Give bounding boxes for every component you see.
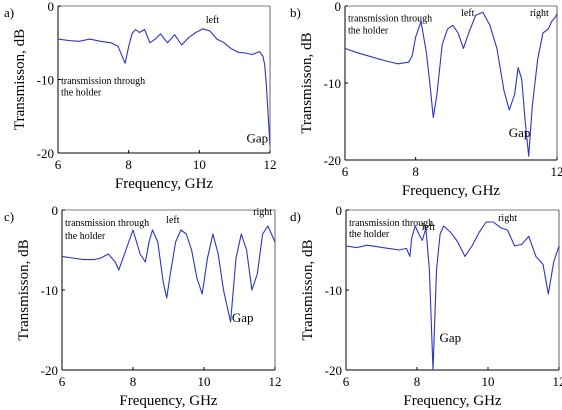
panel-4-annotation-0: transmission through: [349, 218, 433, 229]
panel-4-y-axis-label: Transmisson, dB: [300, 239, 316, 340]
panel-4-x-tick-label-2: 10: [482, 374, 495, 389]
panel-4-x-tick-label-0: 6: [343, 374, 350, 389]
panel-3-y-tick-label-1: -10: [41, 283, 58, 298]
panel-3-x-tick-label-0: 6: [59, 374, 66, 389]
panel-2-y-tick-label-2: -20: [324, 153, 341, 168]
panel-3-letter: c): [4, 209, 14, 224]
panel-4-x-tick-label-3: 12: [553, 374, 562, 389]
panel-2-annotation-2: left: [461, 8, 475, 19]
panel-4-letter: d): [290, 209, 301, 224]
panel-2-annotation-1: the holder: [348, 26, 389, 37]
panel-4-gap-annotation: Gap: [440, 330, 462, 345]
panel-3-y-tick-label-2: -20: [41, 363, 58, 378]
panel-2-letter: b): [290, 5, 301, 20]
panel-4-y-tick-label-2: -20: [325, 363, 342, 378]
panel-3-x-axis-label: Frequency, GHz: [119, 393, 218, 409]
panel-2-annotation-0: transmission through: [348, 13, 432, 24]
panel-2-y-axis-label: Transmisson, dB: [299, 32, 315, 133]
panel-1-annotation-2: left: [206, 15, 220, 26]
panel-1-y-axis-label: Transmisson, dB: [12, 29, 28, 130]
panel-2-y-tick-label-1: -10: [324, 76, 341, 91]
panel-1-y-tick-label-2: -20: [37, 146, 54, 161]
panel-1-gap-annotation: Gap: [247, 131, 269, 146]
panel-2-x-tick-label-2: 12: [551, 164, 562, 179]
panel-3-gap-annotation: Gap: [232, 310, 254, 325]
panel-3-annotation-2: left: [166, 215, 180, 226]
panel-3-y-axis-label: Transmisson, dB: [16, 239, 32, 340]
panel-3-x-tick-label-1: 8: [130, 374, 137, 389]
panel-2-x-tick-label-0: 6: [342, 164, 349, 179]
panel-4-y-tick-label-0: 0: [336, 203, 343, 218]
panel-1-x-tick-label-2: 10: [193, 157, 206, 172]
panel-2-series-line-0: [344, 11, 558, 157]
panel-2-x-axis-label: Frequency, GHz: [402, 183, 501, 199]
panel-1-annotation-1: the holder: [61, 88, 102, 99]
panel-4-x-axis-label: Frequency, GHz: [403, 393, 502, 409]
panel-3-x-tick-label-3: 12: [269, 374, 282, 389]
panel-4-annotation-3: right: [498, 213, 517, 224]
panel-1-y-tick-label-1: -10: [37, 73, 54, 88]
panel-3-annotation-0: transmission through: [65, 218, 149, 229]
panel-2-x-tick-label-1: 8: [412, 164, 419, 179]
panel-1-x-axis-label: Frequency, GHz: [115, 176, 214, 192]
panel-1-x-tick-label-3: 12: [264, 157, 277, 172]
panel-4-annotation-2: left: [422, 222, 436, 233]
panel-2-annotation-3: right: [530, 8, 549, 19]
panel-4-x-tick-label-1: 8: [414, 374, 421, 389]
panel-2-gap-annotation: Gap: [509, 125, 531, 140]
panel-1-series-line-0: [57, 28, 271, 146]
panel-3-y-tick-label-0: 0: [52, 203, 59, 218]
panel-1-x-tick-label-1: 8: [125, 157, 132, 172]
panel-1-y-tick-label-0: 0: [48, 0, 55, 14]
panel-4-annotation-1: the holder: [349, 229, 390, 240]
panel-1-annotation-0: transmission through: [61, 76, 145, 87]
panel-3-annotation-3: right: [253, 207, 272, 218]
panel-3-series-line-0: [61, 225, 276, 323]
panel-3-x-tick-label-2: 10: [198, 374, 211, 389]
panel-4-series-line-0: [345, 221, 560, 371]
panel-1-letter: a): [4, 5, 14, 20]
panel-4-y-tick-label-1: -10: [325, 283, 342, 298]
panel-3-annotation-1: the holder: [65, 231, 106, 242]
panel-1-x-tick-label-0: 6: [55, 157, 62, 172]
panel-2-y-tick-label-0: 0: [335, 0, 342, 14]
